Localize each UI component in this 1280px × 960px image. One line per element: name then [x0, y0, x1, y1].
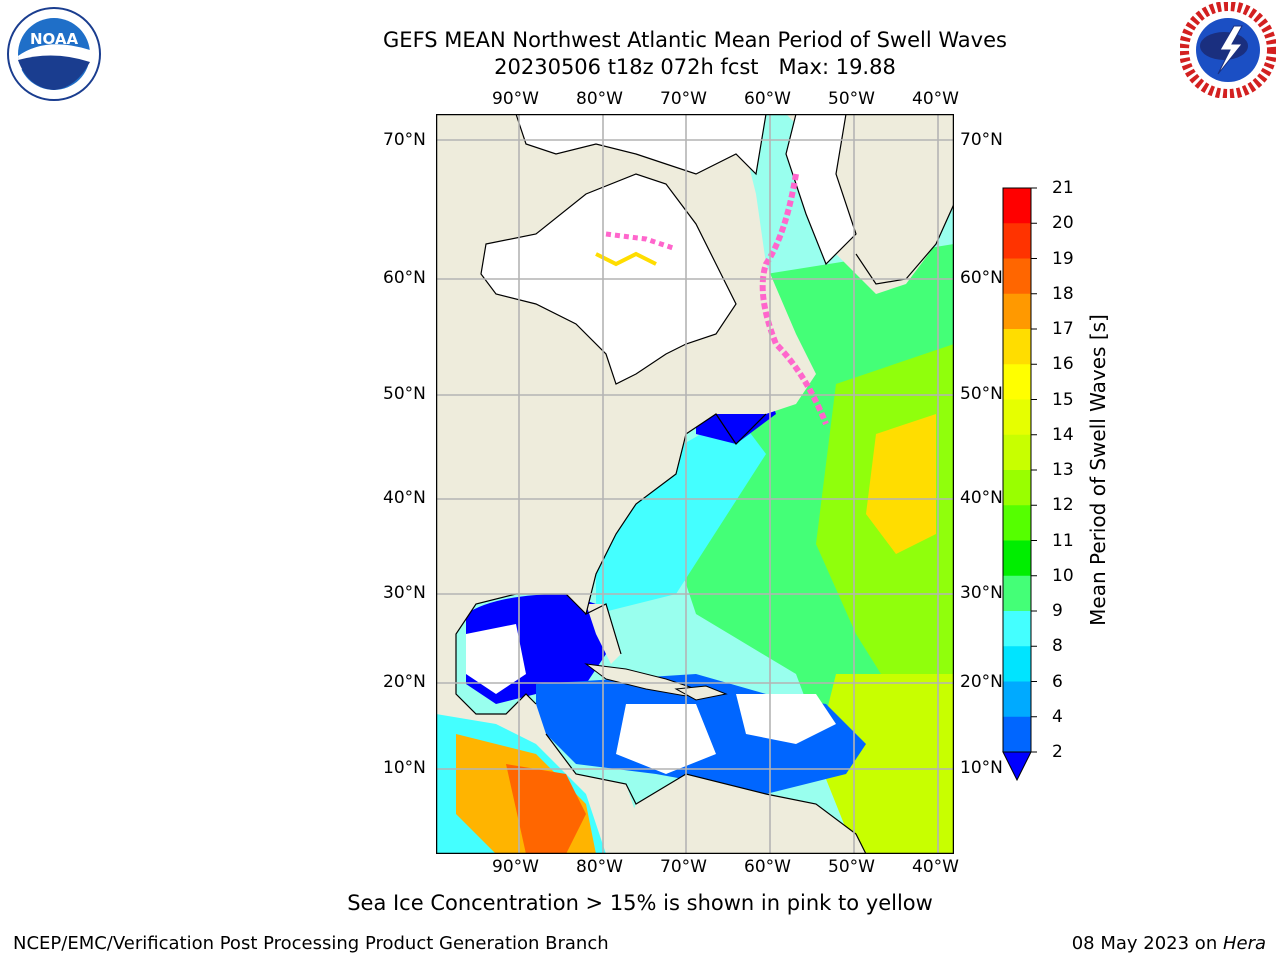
colorbar-segment — [1003, 681, 1031, 718]
lat-label-left: 50°N — [383, 384, 426, 404]
colorbar-segment — [1003, 399, 1031, 436]
lon-label-top: 60°W — [744, 89, 791, 109]
svg-text:NOAA: NOAA — [30, 30, 79, 48]
colorbar-segment — [1003, 293, 1031, 330]
max-label: Max: 19.88 — [778, 55, 896, 79]
swell-band-cyan — [596, 414, 766, 614]
lon-label-bottom: 80°W — [576, 857, 623, 877]
footer-host: Hera — [1222, 933, 1266, 954]
lon-label-top: 40°W — [912, 89, 959, 109]
footer-date-text: 08 May 2023 on — [1071, 933, 1223, 954]
colorbar-tick-label: 19 — [1052, 248, 1074, 269]
chart-subtitle: 20230506 t18z 072h fcst Max: 19.88 — [0, 55, 1280, 79]
colorbar-segment — [1003, 716, 1031, 753]
lat-label-left: 60°N — [383, 268, 426, 288]
footer-date: 08 May 2023 on Hera — [1072, 933, 1266, 954]
colorbar-segment — [1003, 646, 1031, 682]
noaa-logo: NOAA — [7, 7, 101, 101]
colorbar-segment — [1003, 188, 1031, 224]
colorbar-segment — [1003, 223, 1031, 259]
colorbar-tick-label: 21 — [1052, 178, 1074, 198]
lat-label-right: 60°N — [960, 268, 1003, 288]
lat-label-right: 10°N — [960, 758, 1003, 778]
lat-label-right: 30°N — [960, 583, 1003, 603]
sea-ice-edge-hudson — [605, 231, 677, 252]
colorbar-tick-label: 11 — [1052, 530, 1074, 551]
map-frame — [436, 114, 954, 854]
lon-label-bottom: 50°W — [828, 857, 875, 877]
colorbar-tick-label: 13 — [1052, 460, 1074, 480]
colorbar-extension — [1002, 751, 1032, 782]
south-america-land — [616, 774, 866, 854]
lon-label-bottom: 40°W — [912, 857, 959, 877]
colorbar-segment — [1003, 329, 1031, 365]
colorbar-tick-label: 6 — [1052, 671, 1063, 692]
colorbar-segment — [1003, 540, 1031, 577]
colorbar-tick-label: 15 — [1052, 389, 1074, 410]
swell-band-se — [816, 674, 954, 854]
baffin-bay-ice — [785, 114, 857, 266]
lon-label-top: 50°W — [828, 89, 875, 109]
lat-label-right: 40°N — [960, 488, 1003, 508]
colorbar-segment — [1003, 434, 1031, 471]
colorbar-tick-label: 18 — [1052, 283, 1074, 304]
colorbar-segment — [1003, 258, 1031, 295]
lat-label-left: 20°N — [383, 672, 426, 692]
run-label: 20230506 t18z 072h fcst — [494, 55, 759, 79]
lat-label-right: 70°N — [960, 130, 1003, 150]
colorbar-tick-label: 9 — [1052, 601, 1063, 621]
caribbean-white — [616, 704, 716, 774]
nws-logo — [1180, 2, 1276, 98]
lat-label-right: 50°N — [960, 384, 1003, 404]
lat-label-left: 40°N — [383, 488, 426, 508]
colorbar-segment — [1003, 505, 1031, 541]
lon-label-bottom: 70°W — [660, 857, 707, 877]
lat-label-left: 10°N — [383, 758, 426, 778]
colorbar — [1002, 187, 1037, 782]
graticule — [436, 114, 954, 854]
sea-ice-edge-yellow — [595, 251, 657, 267]
pacific-ocean-hot — [506, 764, 586, 854]
lat-label-right: 20°N — [960, 672, 1003, 692]
colorbar-segment — [1003, 575, 1031, 612]
sea-ice-note: Sea Ice Concentration > 15% is shown in … — [347, 891, 933, 915]
colorbar-tick-label: 17 — [1052, 319, 1074, 339]
lon-label-top: 70°W — [660, 89, 707, 109]
colorbar-tick-label: 8 — [1052, 636, 1063, 657]
lon-label-top: 90°W — [492, 89, 539, 109]
map-panel — [436, 114, 954, 854]
colorbar-tick-label: 2 — [1052, 742, 1063, 762]
lon-label-top: 80°W — [576, 89, 623, 109]
chart-title: GEFS MEAN Northwest Atlantic Mean Period… — [383, 28, 1007, 52]
colorbar-tick-label: 4 — [1052, 706, 1063, 727]
sea-ice-edge — [759, 173, 829, 426]
lon-label-bottom: 60°W — [744, 857, 791, 877]
greenland-land — [816, 114, 954, 284]
footer-credit: NCEP/EMC/Verification Post Processing Pr… — [13, 933, 609, 954]
colorbar-segment — [1003, 611, 1031, 647]
colorbar-tick-label: 10 — [1052, 565, 1074, 586]
colorbar-tick-label: 20 — [1052, 213, 1074, 234]
colorbar-segment — [1003, 470, 1031, 506]
lat-label-left: 70°N — [383, 130, 426, 150]
colorbar-label: Mean Period of Swell Waves [s] — [1086, 314, 1110, 626]
lat-label-left: 30°N — [383, 583, 426, 603]
colorbar-tick-label: 16 — [1052, 354, 1074, 375]
gulf-white — [466, 624, 526, 694]
swell-core-high — [866, 414, 936, 554]
colorbar-tick-label: 14 — [1052, 424, 1074, 445]
arctic-ice — [515, 114, 767, 176]
colorbar-segment — [1003, 364, 1031, 400]
colorbar-tick-label: 12 — [1052, 495, 1074, 516]
lon-label-bottom: 90°W — [492, 857, 539, 877]
coastline-east — [585, 413, 767, 655]
caribbean-white-2 — [736, 694, 836, 744]
hispaniola-island — [674, 685, 728, 701]
